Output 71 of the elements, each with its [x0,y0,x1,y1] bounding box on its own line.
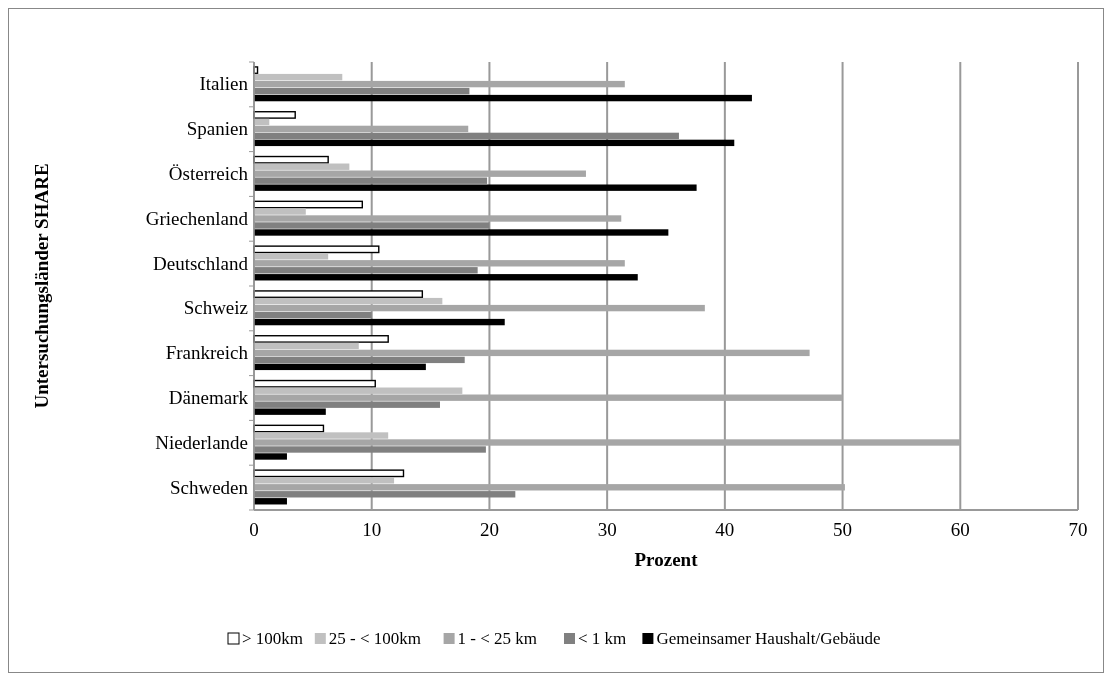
bar [254,208,306,215]
bar [254,387,463,394]
bar [254,491,516,498]
y-tick-label: Italien [199,73,249,95]
bar [254,297,443,305]
bar [254,229,669,236]
y-tick-label: Deutschland [153,252,249,274]
bar [254,87,470,95]
y-tick-label: Schweden [169,476,249,498]
x-tick-label: 20 [479,519,499,540]
y-tick-label: Niederlande [155,431,248,453]
bar [254,432,389,439]
bar [254,342,359,350]
bar [254,498,287,505]
bar [254,73,343,81]
bar [254,477,395,484]
bar [254,356,465,364]
bar [254,318,505,326]
bar [254,184,697,191]
bar [253,335,389,343]
x-tick-label: 50 [833,519,853,540]
bar [254,453,287,460]
y-tick-label: Frankreich [165,342,249,364]
bar [253,155,329,164]
bar [254,94,752,102]
bar [254,363,426,371]
bar [254,439,961,446]
bar [254,267,478,274]
y-tick-label: Österreich [168,163,249,184]
bar [253,111,296,119]
legend-label: 1 - < 25 km [457,629,538,648]
bar [254,311,372,319]
y-tick-label: Dänemark [168,387,249,408]
bar [254,304,705,312]
bar [253,290,424,299]
bar [254,349,810,357]
x-tick-label: 0 [249,519,259,540]
bar [254,125,469,133]
bar [254,132,679,140]
bar [253,469,405,478]
bar [254,401,440,408]
y-tick-label: Griechenland [145,207,249,229]
bar [254,484,845,491]
bar [254,253,329,260]
y-axis-title: Untersuchungsländer SHARE [31,163,52,409]
bar [254,408,326,415]
bar [254,170,586,177]
x-tick-label: 70 [1068,519,1088,540]
bar [254,394,843,401]
legend-label: < 1 km [578,629,627,648]
bar [254,80,625,88]
x-tick-label: 30 [597,519,617,540]
legend-label: Gemeinsamer Haushalt/Gebäude [656,629,881,648]
y-tick-label: Spanien [186,118,249,140]
bar [254,177,488,184]
x-tick-label: 10 [362,519,382,540]
bar [253,245,380,254]
y-tick-label: Schweiz [183,297,248,319]
bar [254,222,490,229]
bar [254,446,486,453]
bar [254,139,735,147]
legend-label: > 100km [242,629,304,648]
bar [254,274,638,281]
x-tick-label: 60 [950,519,970,540]
x-axis-title: Prozent [634,549,699,570]
bar [253,379,376,388]
bar [254,163,350,170]
bar [254,260,625,267]
bar [254,215,622,222]
x-tick-label: 40 [715,519,735,540]
legend-label: 25 - < 100km [328,629,422,648]
